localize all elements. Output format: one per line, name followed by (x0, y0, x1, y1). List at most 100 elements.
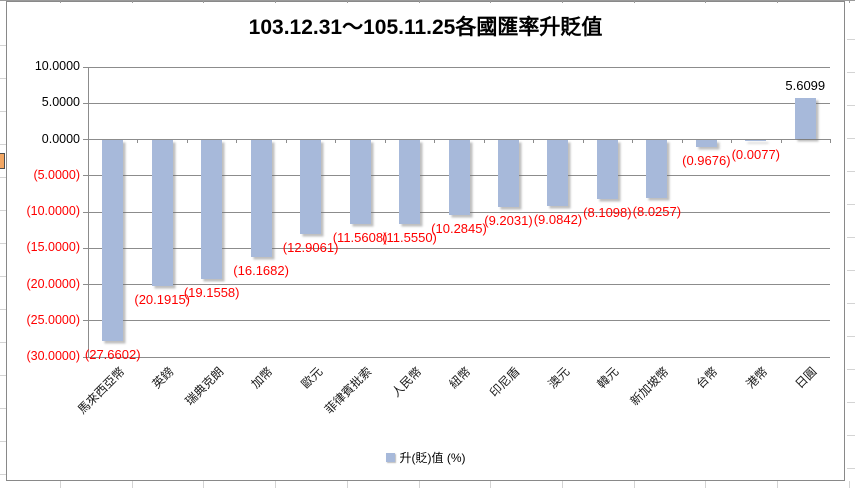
spreadsheet-column-gridline (561, 481, 563, 488)
legend: 升(貶)值 (%) (7, 449, 844, 466)
y-axis-tick-label: (15.0000) (26, 240, 80, 255)
spreadsheet-column-tick (346, 0, 348, 3)
data-label: (19.1558) (183, 284, 240, 300)
spreadsheet-column-tick (561, 0, 563, 3)
x-axis-category-label: 日圓 (792, 364, 820, 392)
x-axis-tick (434, 139, 436, 143)
spreadsheet-column-gridline (131, 481, 133, 488)
y-axis-tick (83, 284, 88, 285)
bar[interactable] (547, 140, 569, 206)
data-label: (11.5550) (382, 229, 437, 245)
spreadsheet-left-gridline-strip (0, 0, 8, 488)
spreadsheet-right-gridline-strip (847, 0, 855, 488)
y-axis-tick (83, 356, 88, 358)
y-gridline (88, 102, 830, 104)
spreadsheet-column-gridline (275, 481, 277, 488)
y-axis-tick-label: (5.0000) (33, 167, 80, 182)
x-axis-category-label: 印尼盾 (487, 364, 523, 400)
x-axis-category-label: 港幣 (743, 364, 771, 392)
data-label: (0.0077) (731, 146, 781, 162)
y-gridline (88, 66, 830, 68)
spreadsheet-column-tick (848, 0, 850, 3)
y-axis-tick-label: (25.0000) (26, 312, 80, 327)
bar[interactable] (300, 140, 322, 234)
bar[interactable] (695, 140, 717, 147)
bar[interactable] (102, 140, 124, 341)
x-axis-tick (285, 139, 287, 143)
spreadsheet-column-tick (490, 0, 492, 3)
data-label: (0.9676) (682, 153, 731, 168)
bar[interactable] (250, 140, 272, 258)
x-axis-tick (830, 139, 831, 143)
y-axis-tick (83, 247, 88, 249)
y-axis-tick-label: 10.0000 (34, 59, 80, 73)
bar[interactable] (448, 140, 470, 215)
bar[interactable] (151, 140, 173, 287)
spreadsheet-top-gridline (0, 0, 855, 1)
data-label: (8.0257) (632, 204, 682, 220)
x-axis-category-label: 紐幣 (446, 364, 474, 392)
y-axis-tick (83, 320, 88, 322)
spreadsheet-column-gridline (418, 481, 420, 488)
y-axis-tick-label: (10.0000) (26, 204, 80, 218)
data-label: (8.1098) (583, 204, 632, 220)
spreadsheet-column-gridline (705, 481, 707, 488)
legend-label: 升(貶)值 (%) (399, 451, 466, 465)
spreadsheet-column-gridline (60, 481, 61, 488)
bar[interactable] (201, 140, 223, 279)
x-axis-tick (780, 139, 782, 143)
bar[interactable] (497, 140, 519, 207)
spreadsheet-column-tick (777, 0, 778, 3)
bar[interactable] (794, 98, 816, 139)
y-axis-tick-label: (30.0000) (26, 349, 80, 363)
y-gridline (88, 356, 830, 358)
x-axis-tick (731, 139, 733, 143)
spreadsheet-column-tick (705, 0, 707, 3)
x-axis-category-label: 馬來西亞幣 (74, 364, 128, 417)
x-axis-tick (88, 139, 89, 143)
y-axis-tick-label: 0.0000 (41, 131, 80, 146)
data-label: (20.1915) (134, 292, 191, 308)
data-label: (9.2031) (484, 212, 533, 228)
x-axis-tick (681, 139, 683, 143)
y-axis-tick (83, 66, 88, 68)
x-axis-tick (533, 139, 535, 143)
exchange-rate-bar-chart[interactable]: 103.12.31～105.11.25各國匯率升貶值 10.0000 5.0000… (6, 1, 845, 481)
y-axis-tick (83, 211, 88, 213)
x-axis-tick (582, 139, 584, 143)
bar[interactable] (745, 140, 767, 141)
x-axis-tick (483, 139, 485, 143)
spreadsheet-column-tick (633, 0, 635, 3)
x-axis-category-label: 加幣 (248, 364, 276, 392)
legend-color-swatch (385, 453, 395, 462)
bar[interactable] (596, 140, 618, 199)
spreadsheet-column-tick (418, 0, 420, 3)
spreadsheet-column-gridline (848, 481, 850, 488)
x-axis-category-label: 澳元 (545, 364, 573, 392)
bar[interactable] (349, 140, 371, 224)
spreadsheet-column-tick (131, 0, 133, 3)
data-label: 5.6099 (785, 78, 826, 94)
x-axis-tick (335, 139, 337, 143)
bar[interactable] (646, 140, 668, 199)
spreadsheet-column-gridline (490, 481, 492, 488)
data-label: (9.0842) (533, 211, 583, 227)
x-axis-category-label: 台幣 (693, 364, 721, 392)
x-axis-tick (236, 139, 238, 143)
x-axis-category-label: 歐元 (298, 364, 325, 392)
spreadsheet-column-tick (203, 0, 205, 3)
data-label: (11.5608) (332, 229, 388, 245)
data-label: (16.1682) (233, 263, 289, 279)
x-axis-category-label: 人民幣 (388, 364, 424, 400)
data-label: (27.6602) (84, 346, 141, 362)
y-axis-tick-label: (20.0000) (26, 276, 80, 291)
spreadsheet-column-tick (60, 0, 61, 3)
x-axis-category-label: 韓元 (594, 364, 622, 392)
x-axis-tick (137, 139, 139, 143)
spreadsheet-column-tick (275, 0, 277, 3)
x-axis-category-label: 新加坡幣 (627, 364, 672, 409)
chart-title: 103.12.31～105.11.25各國匯率升貶值 (248, 16, 603, 39)
spreadsheet-column-gridline (633, 481, 635, 488)
bar[interactable] (399, 140, 421, 224)
